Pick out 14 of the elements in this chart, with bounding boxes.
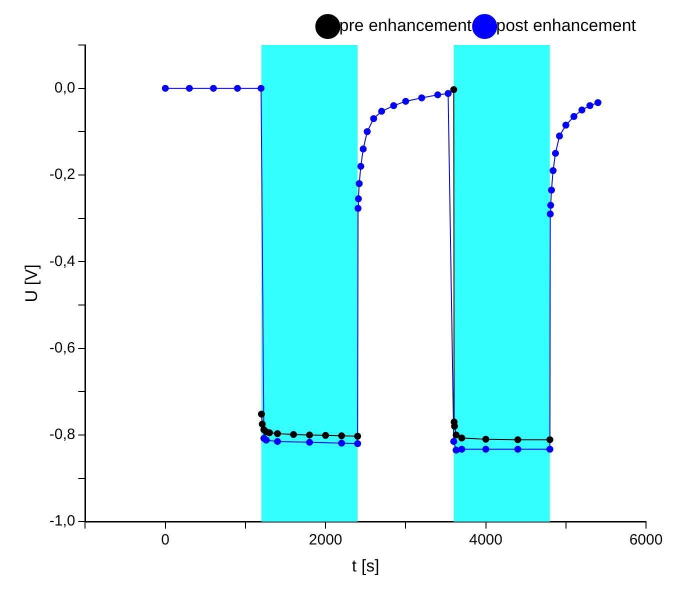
y-tick-label: -0,8 xyxy=(49,426,76,444)
x-tick-label: 0 xyxy=(161,532,170,549)
legend-label: pre enhancement xyxy=(339,16,472,36)
legend-label: post enhancement xyxy=(496,16,636,36)
y-tick-label: -0,2 xyxy=(49,166,76,184)
x-axis-title: t [s] xyxy=(352,556,380,576)
y-tick-label: -1,0 xyxy=(49,512,76,530)
y-axis-title: U [V] xyxy=(22,264,41,302)
x-tick-label: 6000 xyxy=(629,532,663,549)
y-tick-label: -0,6 xyxy=(49,339,76,356)
x-tick-label: 2000 xyxy=(308,532,342,549)
y-tick-label: -0,4 xyxy=(49,252,76,270)
x-tick-label: 4000 xyxy=(469,532,502,549)
y-tick-label: 0,0 xyxy=(54,79,76,96)
